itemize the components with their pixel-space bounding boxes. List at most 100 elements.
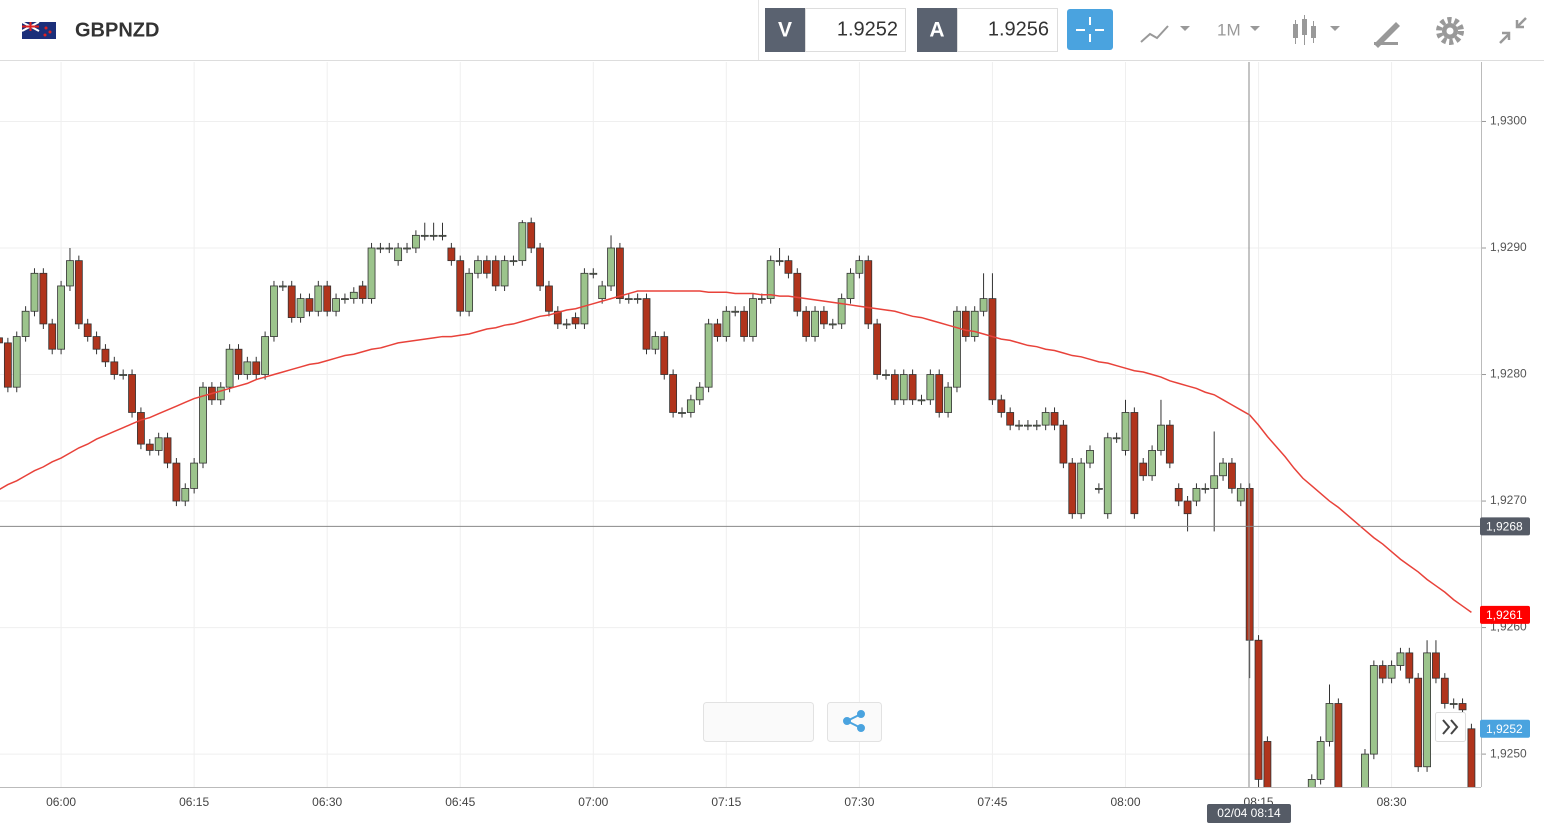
candle-body — [385, 247, 394, 250]
candle-body — [642, 298, 651, 350]
candle-body — [1086, 450, 1094, 464]
candle-body — [119, 374, 128, 376]
candle-body — [713, 323, 722, 337]
share-button[interactable] — [827, 702, 882, 742]
candle-body — [988, 298, 997, 401]
candle-body — [695, 386, 704, 401]
candle-body — [882, 374, 890, 376]
candle-body — [341, 298, 349, 301]
candle-body — [1299, 792, 1306, 817]
candle-body — [323, 285, 332, 312]
candle-body — [438, 234, 447, 237]
candle-body — [1245, 487, 1254, 641]
candle-body — [57, 285, 65, 350]
sell-button[interactable] — [765, 8, 805, 52]
candle-body — [172, 462, 181, 502]
candle-body — [1353, 792, 1360, 805]
candle-body — [500, 260, 509, 287]
y-tick-label: 1,9250 — [1490, 746, 1527, 760]
candle-body — [846, 272, 855, 300]
x-tick-label: 07:00 — [578, 795, 608, 809]
buy-price: 1.9256 — [988, 18, 1049, 40]
candle-body — [660, 336, 669, 375]
settings-icon[interactable] — [1436, 17, 1464, 45]
candle-body — [651, 336, 660, 350]
candle-body — [509, 260, 518, 263]
candle-body — [828, 323, 837, 326]
candle-body — [482, 260, 491, 274]
candle-body — [545, 285, 553, 312]
flag — [21, 21, 56, 39]
candle-body — [1291, 817, 1298, 827]
candle-body — [1112, 437, 1121, 440]
candle-body — [261, 336, 270, 375]
candle-body — [110, 361, 119, 375]
drawing-icon[interactable] — [1374, 22, 1400, 48]
candle-body — [287, 285, 296, 318]
candle-body — [1414, 677, 1423, 768]
candle-body — [1325, 703, 1334, 742]
candle-body — [518, 222, 527, 262]
candles-icon[interactable] — [1293, 15, 1340, 45]
candle-body — [802, 310, 811, 337]
candle-body — [12, 336, 21, 388]
candle-body — [731, 310, 740, 313]
candle-body — [953, 310, 961, 388]
candle-body — [722, 310, 731, 337]
candle-body — [624, 298, 633, 301]
candle-body — [873, 323, 882, 375]
candle-body — [1440, 677, 1449, 704]
candle-body — [775, 260, 784, 263]
candle-body — [278, 285, 287, 288]
candle-body — [456, 260, 465, 312]
y-tick-label: 1,9280 — [1490, 367, 1527, 381]
candle-body — [1165, 424, 1174, 464]
candle-body — [1015, 424, 1023, 427]
candle-body — [74, 260, 83, 325]
candle-body — [429, 234, 438, 237]
crosshair-button[interactable] — [1067, 9, 1113, 50]
candle-body — [917, 399, 926, 402]
x-tick-label: 06:30 — [312, 795, 342, 809]
candle-body — [749, 298, 757, 337]
candle-body — [349, 291, 358, 300]
x-tick-label: 07:30 — [844, 795, 874, 809]
candle-body — [1157, 424, 1165, 451]
candle-body — [1103, 437, 1112, 515]
candle-body — [1344, 792, 1351, 805]
x-tick-label: 07:45 — [977, 795, 1007, 809]
candle-body — [1405, 652, 1414, 679]
candle-body — [1369, 665, 1378, 755]
candle-body — [1148, 450, 1156, 477]
scroll-right[interactable] — [1435, 712, 1466, 742]
zoom-controls — [703, 702, 814, 742]
candle-body — [562, 323, 571, 326]
candle-body — [944, 386, 952, 413]
sell-label: V — [778, 19, 792, 42]
separator — [758, 0, 759, 60]
candle-body — [92, 336, 101, 350]
candle-body — [376, 247, 385, 250]
candle-body — [394, 247, 403, 262]
collapse-icon[interactable] — [1499, 17, 1527, 44]
candle-body — [163, 437, 172, 464]
candle-body — [21, 310, 30, 337]
candle-body — [305, 298, 314, 312]
candle-body — [1139, 462, 1148, 477]
x-tick-label: 06:00 — [46, 795, 76, 809]
candle-body — [1077, 462, 1086, 515]
candle-body — [39, 272, 48, 325]
buy-button[interactable] — [917, 8, 957, 52]
timeframe[interactable]: 1M — [1217, 20, 1241, 39]
candle-body — [154, 437, 163, 451]
time-marker-label: 02/04 08:14 — [1217, 806, 1281, 820]
candle-body — [1361, 753, 1369, 787]
candle-body — [571, 317, 580, 325]
share-icon — [843, 710, 865, 732]
candle-body — [83, 323, 92, 337]
candle-body — [367, 247, 376, 300]
buy-price-box — [957, 8, 1058, 52]
candle-body — [314, 285, 323, 312]
chart-type-icon[interactable] — [1140, 25, 1190, 43]
